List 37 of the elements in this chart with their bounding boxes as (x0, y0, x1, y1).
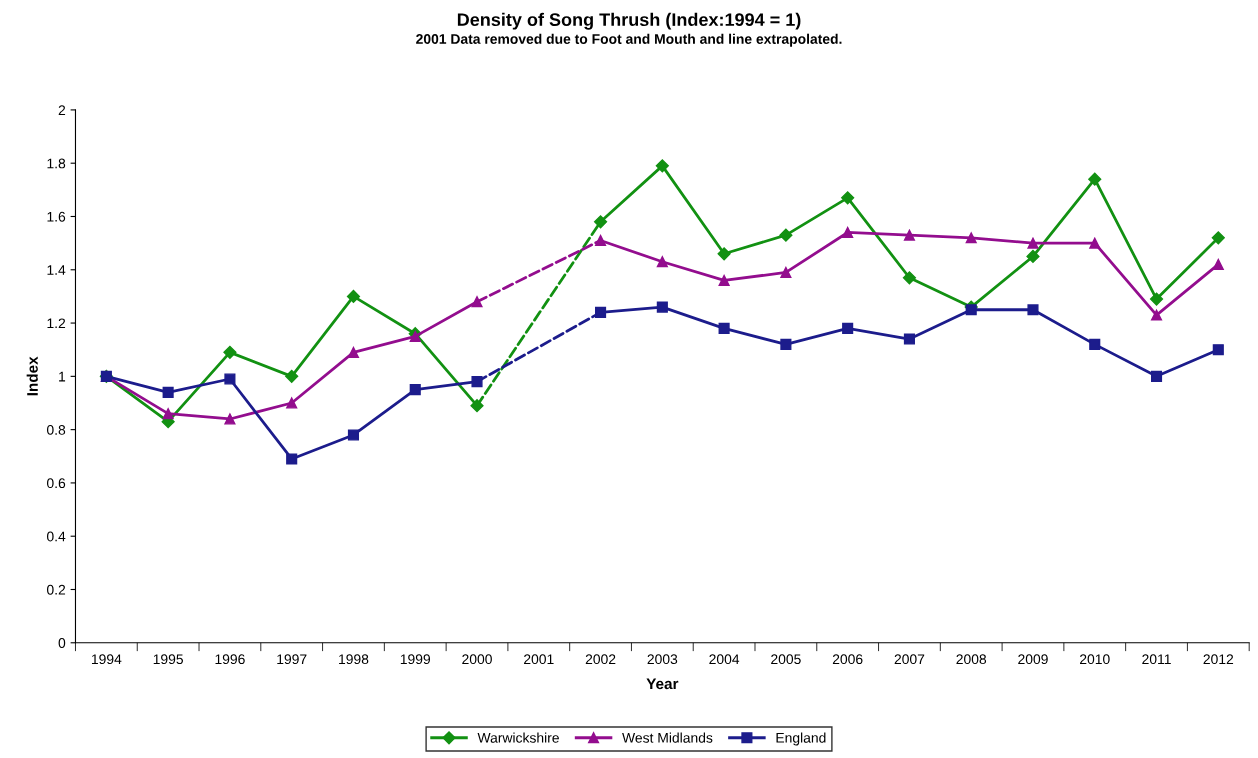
x-tick-label: 2011 (1142, 654, 1171, 665)
x-tick-label: 2000 (462, 654, 492, 665)
y-tick-label: 1.6 (47, 211, 66, 222)
x-tick-label: 1995 (153, 654, 184, 665)
x-tick-label: 2003 (647, 654, 678, 665)
y-tick-label: 0.8 (46, 424, 66, 435)
y-axis-title: Index (26, 356, 38, 396)
y-tick-label: 2 (58, 105, 66, 115)
x-tick-label: 2004 (709, 654, 740, 665)
x-tick-label: 1999 (400, 654, 431, 665)
legend-label: Warwickshire (477, 732, 559, 743)
y-tick-label: 0.6 (46, 478, 66, 489)
y-tick-label: 1.8 (47, 158, 66, 169)
chart-title: Density of Song Thrush (Index:1994 = 1) (457, 12, 801, 30)
y-tick-label: 0.2 (46, 584, 66, 595)
x-axis-title: Year (646, 678, 679, 690)
x-tick-label: 2002 (585, 654, 616, 665)
x-tick-label: 2012 (1203, 654, 1234, 665)
y-tick-label: 0.4 (46, 531, 66, 542)
x-tick-label: 1998 (339, 654, 369, 665)
x-tick-label: 1996 (215, 654, 245, 665)
x-tick-label: 2006 (832, 654, 863, 665)
y-tick-label: 0 (58, 638, 66, 648)
x-tick-label: 2010 (1080, 654, 1110, 665)
x-tick-label: 2001 (524, 654, 554, 665)
y-tick-label: 1.4 (47, 265, 66, 275)
y-tick-label: 1.2 (47, 318, 66, 329)
x-tick-label: 2008 (956, 654, 987, 665)
legend-label: England (776, 732, 826, 746)
x-tick-label: 1997 (277, 654, 307, 665)
x-tick-label: 2007 (894, 654, 925, 665)
x-tick-label: 2005 (771, 654, 801, 665)
x-tick-label: 1994 (91, 654, 122, 665)
y-tick-label: 1 (59, 371, 66, 382)
x-tick-label: 2009 (1018, 654, 1048, 665)
chart-subtitle: 2001 Data removed due to Foot and Mouth and line extrapolated. (416, 33, 842, 47)
legend-label: West Midlands (622, 732, 713, 743)
